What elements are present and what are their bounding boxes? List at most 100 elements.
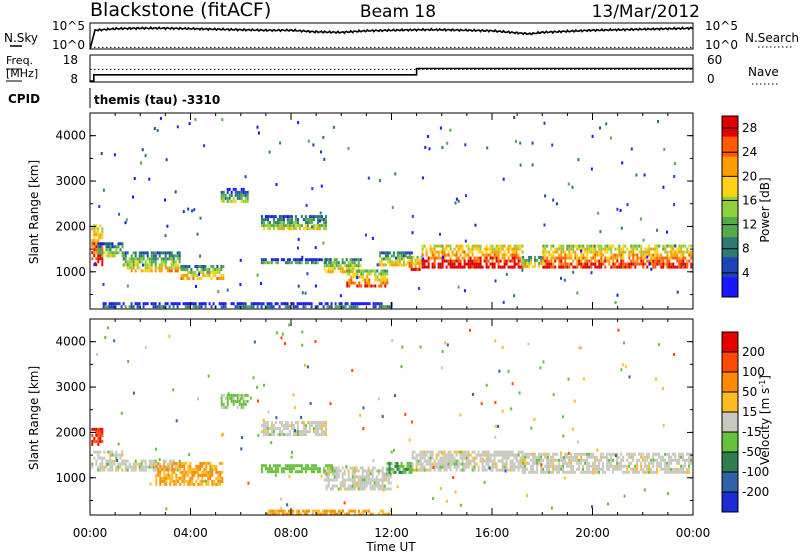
power-colorbar-tick-label: 20 [742,169,757,183]
velocity-region-1 [91,450,124,472]
power-region-1 [97,242,124,258]
time-tick-label: 20:00 [575,526,610,540]
nsearch-label: N.Search [745,31,799,45]
time-tick-label: 12:00 [374,526,409,540]
velocity-colorbar-tick-label: -100 [742,465,769,479]
power-region-7 [323,258,362,274]
velocity-colorbar-swatch [722,472,738,493]
velocity-region-0 [91,427,104,446]
velocity-colorbar-tick-label: 100 [742,365,765,379]
velocity-colorbar-swatch [722,492,738,513]
nave-label: Nave [748,65,779,79]
cpid-value: themis (tau) -3310 [94,93,220,107]
velocity-cbar-label: Velocity [m s-1] [758,375,773,465]
time-tick-label: 00:00 [676,526,711,540]
nave-tick-bottom: 0 [707,72,715,86]
power-region-4 [220,187,249,203]
time-axis-labels: 00:00 04:00 08:00 12:00 16:00 20:00 00:00 [73,526,711,540]
power-region-3 [180,265,225,280]
freq-label: Freq. [6,54,33,67]
power-colorbar-tick-label: 16 [742,193,757,207]
cpid-label: CPID [8,92,40,106]
time-tick-label: 00:00 [73,526,108,540]
time-tick-label: 04:00 [173,526,208,540]
freq-series-line [90,67,693,82]
power-colorbar-swatch [722,276,738,298]
freq-tick-top: 18 [63,53,78,67]
frequency-panel: Freq. [MHz] 18 8 Nave 60 0 CPID themis (… [6,53,780,108]
power-ylabel: Slant Range [km] [27,160,41,264]
power-colorbar-swatch [722,156,738,177]
power-colorbar-tick-label: 24 [742,145,757,159]
velocity-ytick-label: 3000 [55,380,86,394]
power-region-2 [122,251,181,273]
velocity-colorbar-swatch [722,372,738,393]
power-region-6 [260,258,333,265]
power-colorbar-tick-label: 12 [742,218,757,232]
power-colorbar-tick-label: 28 [742,121,757,135]
power-cbar-label: Power [dB] [758,177,772,242]
power-colorbar-tick-label: 8 [742,242,750,256]
velocity-region-9 [411,450,524,472]
power-region-10 [406,255,423,271]
power-colorbar-tick-label: 4 [742,266,750,280]
velocity-colorbar-swatch [722,412,738,433]
power-region-11 [421,244,524,269]
freq-unit-label: [MHz] [6,67,38,80]
velocity-colorbar-tick-label: 200 [742,345,765,359]
velocity-region-11 [265,509,392,516]
velocity-colorbar-swatch [722,392,738,413]
velocity-scatter [91,323,693,516]
velocity-colorbar-tick-label: -200 [742,485,769,499]
power-colorbar-swatch [722,196,738,217]
nsearch-tick-bottom: 10^0 [705,38,738,52]
nsky-tick-bottom: 10^0 [52,38,85,52]
velocity-region-10 [522,452,693,474]
date-title: 13/Mar/2012 [592,2,700,22]
power-colorbar-swatch [722,116,738,137]
nsky-series-line [89,25,694,50]
nsearch-tick-top: 10^5 [705,19,738,33]
time-axis-title: Time UT [365,540,416,554]
velocity-region-4 [220,393,249,409]
velocity-ytick-label: 4000 [55,335,86,349]
power-ytick-label: 4000 [55,129,86,143]
velocity-sparse-points [96,323,676,511]
power-axes: 1000 2000 3000 4000 [55,113,694,309]
velocity-colorbar-tick-label: -15 [742,425,762,439]
power-region-8 [346,269,389,288]
velocity-region-3 [155,461,224,486]
velocity-ytick-label: 2000 [55,425,86,439]
velocity-panel: 1000 2000 3000 4000 Slant Range [km] 200 100… [27,318,773,516]
velocity-colorbar-swatch [722,332,738,353]
velocity-colorbar-swatch [722,352,738,373]
time-tick-label: 08:00 [274,526,309,540]
power-colorbar-swatch [722,256,738,278]
power-region-12 [522,255,545,268]
velocity-colorbar-tick-label: 15 [742,405,757,419]
velocity-colorbar-swatch [722,452,738,473]
velocity-axes: 1000 2000 3000 4000 [55,319,694,515]
velocity-region-7 [323,466,392,491]
power-colorbar-swatch [722,176,738,197]
power-ytick-label: 3000 [55,174,86,188]
noise-panel: N.Sky 10^5 10^0 N.Search 10^5 10^0 [4,19,799,52]
velocity-ytick-label: 1000 [55,471,86,485]
velocity-region-8 [386,461,413,474]
power-colorbar-swatch [722,236,738,258]
power-sparse-points [94,116,679,305]
nave-tick-top: 60 [707,53,722,67]
power-scatter [91,116,693,309]
velocity-colorbar-swatch [722,432,738,453]
station-title: Blackstone (fitACF) [90,0,271,21]
velocity-region-5 [260,421,327,437]
nsky-tick-top: 10^5 [52,19,85,33]
velocity-ylabel: Slant Range [km] [27,366,41,470]
time-tick-label: 16:00 [475,526,510,540]
velocity-colorbar-tick-label: -50 [742,445,762,459]
power-colorbar-swatch [722,136,738,157]
beam-title: Beam 18 [360,2,436,22]
power-region-13 [542,244,693,269]
power-region-14 [102,302,393,309]
